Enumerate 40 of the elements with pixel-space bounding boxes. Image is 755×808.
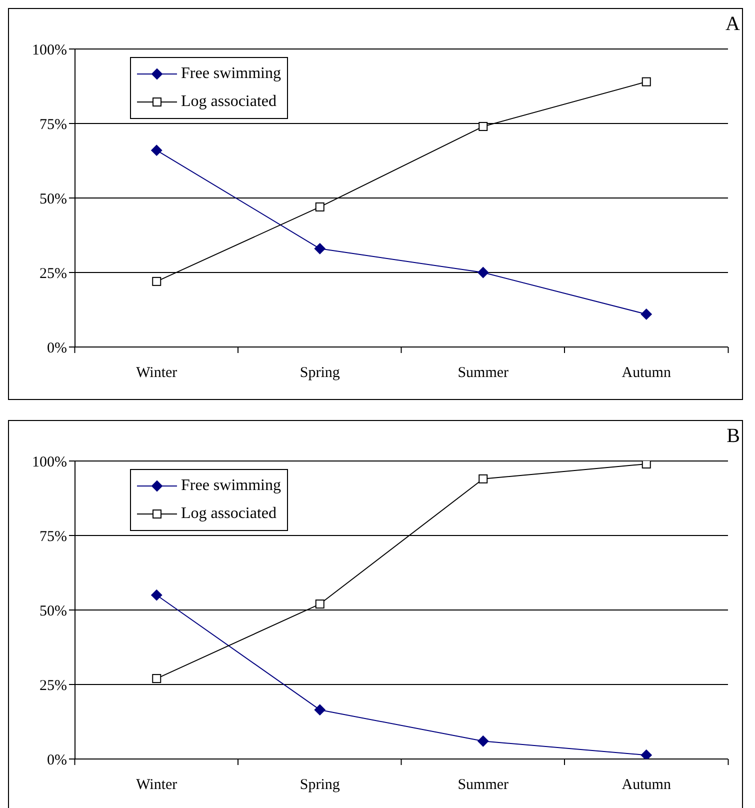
- legend-label: Free swimming: [181, 65, 281, 83]
- y-tick-label: 0%: [47, 340, 67, 356]
- point: [640, 308, 652, 320]
- y-tick-label: 25%: [40, 678, 67, 694]
- x-tick-label: Winter: [136, 365, 178, 381]
- point: [152, 276, 162, 286]
- y-tick-label: 50%: [40, 191, 67, 208]
- y-tick-label: 75%: [40, 528, 67, 545]
- point: [315, 202, 324, 212]
- point: [642, 77, 651, 86]
- point: [478, 267, 489, 278]
- point: [478, 474, 488, 484]
- y-tick-label: 100%: [32, 42, 67, 58]
- point: [642, 461, 651, 468]
- x-tick-label: Spring: [300, 777, 340, 793]
- point: [315, 600, 324, 609]
- x-tick-label: Spring: [300, 365, 340, 381]
- y-tick-label: 25%: [40, 266, 67, 282]
- x-tick-label: Summer: [458, 777, 509, 793]
- y-tick-label: 75%: [40, 116, 67, 133]
- point: [314, 704, 326, 716]
- legend-label: Log associated: [181, 93, 277, 111]
- x-tick-label: Summer: [458, 365, 509, 381]
- y-tick-label: 0%: [47, 752, 67, 768]
- x-tick-label: Autumn: [622, 365, 672, 381]
- point: [640, 750, 652, 759]
- x-tick-label: Autumn: [622, 777, 672, 793]
- x-tick-label: Winter: [136, 777, 178, 793]
- chart-title: A: [726, 13, 740, 36]
- point: [151, 144, 162, 156]
- legend-label: Free swimming: [181, 477, 281, 495]
- point: [478, 122, 488, 131]
- point: [151, 590, 162, 601]
- y-tick-label: 100%: [32, 454, 67, 470]
- y-tick-label: 50%: [40, 603, 67, 620]
- point: [314, 243, 326, 254]
- point: [152, 674, 162, 684]
- chart-title: B: [726, 425, 740, 448]
- point: [478, 736, 489, 747]
- legend-label: Log associated: [181, 505, 277, 523]
